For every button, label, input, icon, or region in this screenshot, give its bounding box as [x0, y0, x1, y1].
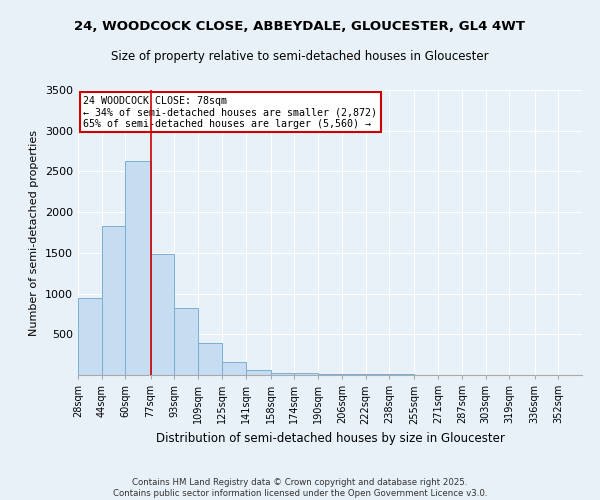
Bar [295, 374, 318, 375]
Bar [271, 372, 295, 375]
Bar [342, 374, 365, 375]
Bar [245, 370, 271, 375]
Bar [125, 161, 151, 375]
Text: Contains HM Land Registry data © Crown copyright and database right 2025.
Contai: Contains HM Land Registry data © Crown c… [113, 478, 487, 498]
Text: 24 WOODCOCK CLOSE: 78sqm
← 34% of semi-detached houses are smaller (2,872)
65% o: 24 WOODCOCK CLOSE: 78sqm ← 34% of semi-d… [83, 96, 377, 129]
Bar [175, 308, 198, 375]
Bar [102, 226, 125, 375]
X-axis label: Distribution of semi-detached houses by size in Gloucester: Distribution of semi-detached houses by … [155, 432, 505, 445]
Bar [318, 374, 342, 375]
Bar [78, 298, 102, 375]
Y-axis label: Number of semi-detached properties: Number of semi-detached properties [29, 130, 40, 336]
Text: Size of property relative to semi-detached houses in Gloucester: Size of property relative to semi-detach… [111, 50, 489, 63]
Bar [151, 254, 175, 375]
Bar [222, 362, 245, 375]
Bar [198, 343, 222, 375]
Text: 24, WOODCOCK CLOSE, ABBEYDALE, GLOUCESTER, GL4 4WT: 24, WOODCOCK CLOSE, ABBEYDALE, GLOUCESTE… [74, 20, 526, 33]
Bar [389, 374, 415, 375]
Bar [365, 374, 389, 375]
